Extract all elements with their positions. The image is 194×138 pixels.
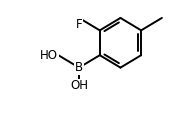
Text: OH: OH bbox=[70, 79, 88, 92]
Text: F: F bbox=[76, 18, 82, 31]
Text: B: B bbox=[75, 61, 83, 74]
Text: HO: HO bbox=[40, 49, 58, 62]
